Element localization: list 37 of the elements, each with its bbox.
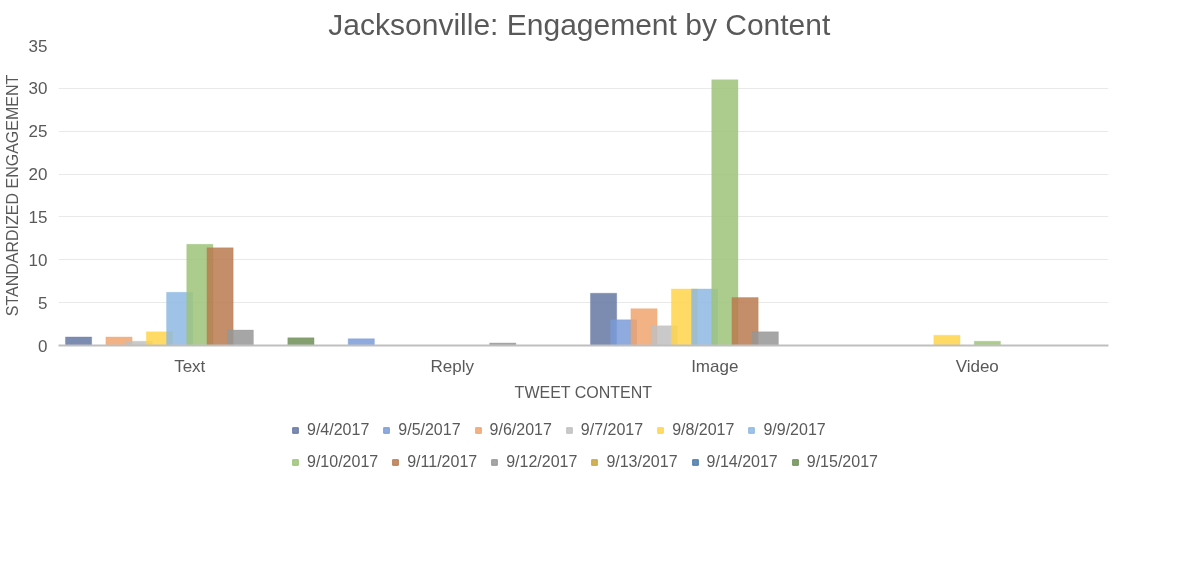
legend-label: 9/15/2017 <box>806 453 878 471</box>
bar <box>933 334 961 346</box>
y-tick-label: 30 <box>28 79 48 99</box>
bar <box>287 337 315 346</box>
bar <box>731 297 759 346</box>
bar <box>64 336 93 346</box>
x-tick-label: Reply <box>430 356 475 376</box>
y-axis-title: STANDARDIZED ENGAGEMENT <box>3 74 21 317</box>
legend-label: 9/4/2017 <box>307 421 370 439</box>
bar <box>489 342 517 346</box>
legend-label: 9/10/2017 <box>307 453 379 471</box>
y-tick-label: 0 <box>38 336 48 356</box>
y-tick-label: 5 <box>38 293 48 313</box>
legend-label: 9/8/2017 <box>672 421 735 439</box>
bar <box>751 331 779 346</box>
y-tick-label: 35 <box>28 36 48 56</box>
legend-label: 9/9/2017 <box>763 421 826 439</box>
legend-label: 9/5/2017 <box>398 421 461 439</box>
legend-label: 9/14/2017 <box>706 453 778 471</box>
y-tick-label: 15 <box>28 207 48 227</box>
x-tick-label: Image <box>691 356 739 376</box>
bar <box>206 247 234 346</box>
x-axis-title: TWEET CONTENT <box>514 383 653 401</box>
bar <box>226 329 254 346</box>
legend-label: 9/7/2017 <box>580 421 644 439</box>
legend-label: 9/11/2017 <box>407 453 478 471</box>
x-tick-label: Video <box>955 356 999 376</box>
legend-label: 9/12/2017 <box>506 453 578 471</box>
x-tick-label: Text <box>174 356 206 376</box>
legend-label: 9/6/2017 <box>489 421 552 439</box>
chart-title: Jacksonville: Engagement by Content <box>328 7 831 41</box>
bar <box>711 79 739 346</box>
y-tick-label: 20 <box>28 165 48 185</box>
bar <box>347 338 375 346</box>
y-tick-label: 25 <box>28 122 48 142</box>
y-tick-label: 10 <box>28 250 48 270</box>
legend-label: 9/13/2017 <box>606 453 678 471</box>
